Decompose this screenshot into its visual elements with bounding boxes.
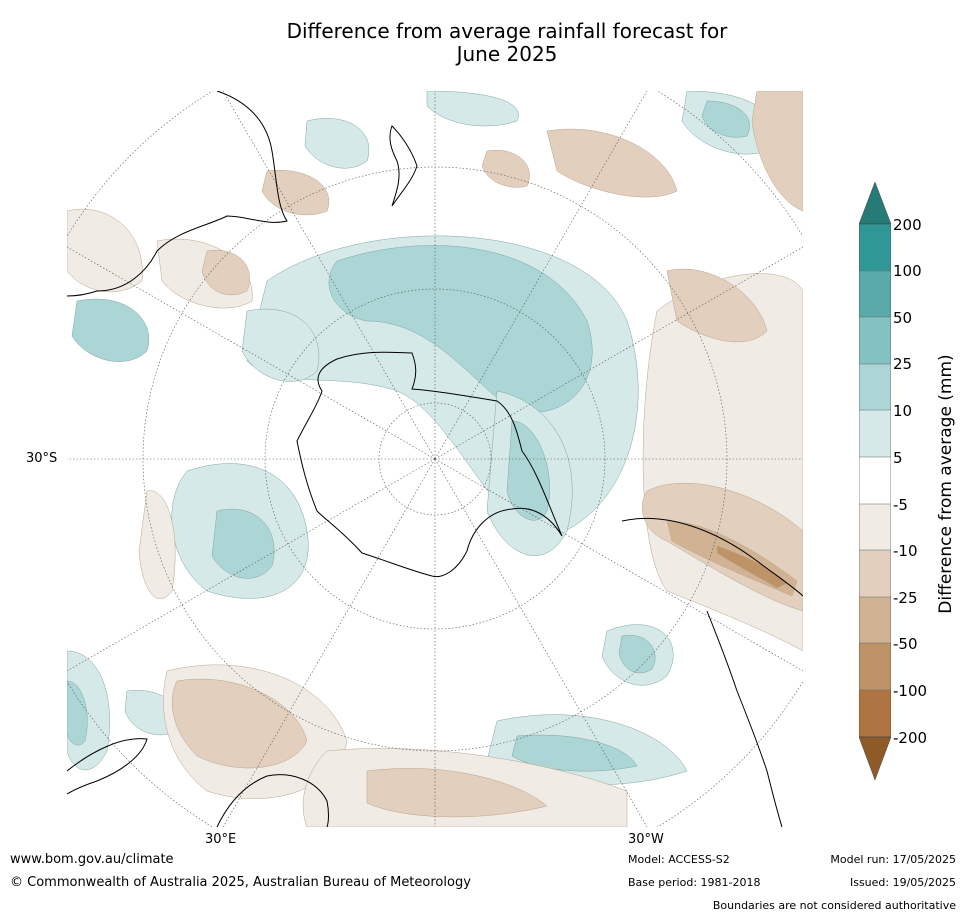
colorbar-tick: -10 (893, 542, 918, 560)
colorbar-band-5-10 (859, 410, 891, 457)
new-zealand-coastline (389, 125, 418, 207)
map-title-line-2: June 2025 (456, 42, 558, 66)
colorbar-tick: 100 (893, 262, 922, 280)
colorbar-extend-high (858, 181, 892, 225)
longitude-label-30w: 30°W (628, 832, 664, 847)
africa-coastline (67, 738, 329, 827)
colorbar-band-50-100 (859, 271, 891, 317)
colorbar-band-25-50 (859, 317, 891, 364)
footer-model: Model: ACCESS-S2 (628, 853, 730, 866)
colorbar-band-minus10-minus25 (859, 550, 891, 597)
colorbar-band-neutral (859, 457, 891, 504)
antarctica-coastline (296, 351, 563, 578)
footer-disclaimer: Boundaries are not considered authoritat… (712, 899, 956, 912)
footer-model-run: Model run: 17/05/2025 (830, 853, 956, 866)
colorbar-tick: 200 (893, 216, 922, 234)
footer-issued: Issued: 19/05/2025 (849, 876, 956, 889)
footer-url[interactable]: www.bom.gov.au/climate (10, 852, 174, 867)
colorbar-band-minus50-minus100 (859, 643, 891, 690)
colorbar-extend-low (858, 736, 892, 781)
colorbar-title: Difference from average (mm) (936, 354, 956, 614)
graticule (67, 91, 803, 827)
colorbar-tick: 5 (893, 449, 903, 467)
colorbar-band-minus5-minus10 (859, 504, 891, 550)
footer-base-period: Base period: 1981-2018 (628, 876, 761, 889)
colorbar-tick: -25 (893, 589, 918, 607)
south-america-coastline (621, 517, 803, 827)
australia-coastline (67, 91, 288, 297)
colorbar (858, 181, 892, 782)
colorbar-band-minus100-minus200 (859, 690, 891, 737)
colorbar-band-100-200 (859, 224, 891, 271)
wet-anomaly-areas (67, 91, 773, 786)
map-title-line-1: Difference from average rainfall forecas… (286, 19, 728, 43)
colorbar-band-10-25 (859, 364, 891, 410)
dry-anomaly-areas (67, 91, 803, 827)
colorbar-tick: 50 (893, 309, 913, 327)
colorbar-tick: 10 (893, 402, 913, 420)
rainfall-anomaly-map (67, 91, 803, 827)
footer-copyright: © Commonwealth of Australia 2025, Austra… (10, 875, 471, 890)
map-title: Difference from average rainfall forecas… (150, 20, 864, 66)
colorbar-tick: -50 (893, 635, 918, 653)
longitude-label-30e: 30°E (205, 832, 237, 847)
latitude-label-30s: 30°S (26, 451, 58, 466)
colorbar-tick: -5 (893, 496, 908, 514)
colorbar-tick: 25 (893, 355, 913, 373)
colorbar-tick: -200 (893, 729, 928, 747)
colorbar-band-minus25-minus50 (859, 597, 891, 643)
colorbar-tick: -100 (893, 682, 928, 700)
